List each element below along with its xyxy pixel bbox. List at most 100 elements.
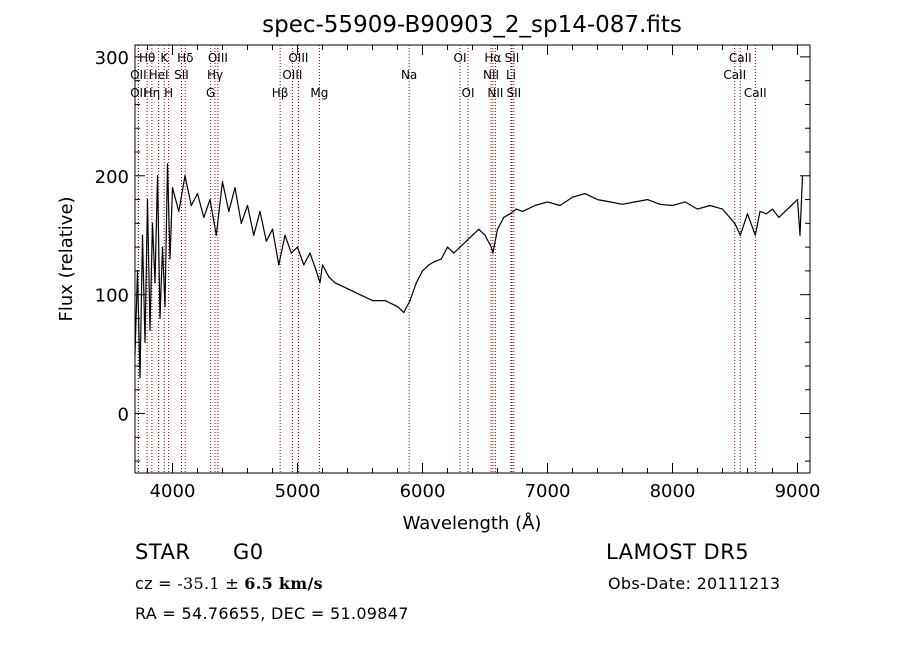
flux-point — [739, 234, 741, 236]
object-class: STAR — [135, 540, 191, 564]
flux-point — [151, 222, 154, 224]
x-tick-label: 5000 — [275, 481, 321, 502]
flux-point — [334, 282, 336, 284]
flux-point — [659, 203, 661, 205]
obs-date: Obs-Date: 20111213 — [608, 574, 781, 593]
flux-point — [459, 246, 461, 248]
flux-point — [169, 258, 171, 260]
flux-line — [134, 163, 804, 379]
flux-point — [271, 228, 274, 230]
cz-error: 6.5 — [244, 574, 274, 593]
spectral-line-label: OI — [462, 86, 475, 100]
flux-point — [284, 234, 286, 236]
cz-unit: km/s — [273, 574, 323, 593]
flux-point — [465, 240, 467, 242]
flux-point — [240, 222, 242, 224]
x-tick-label: 4000 — [150, 481, 196, 502]
flux-point — [396, 305, 399, 308]
flux-point — [371, 300, 374, 302]
flux-point — [534, 204, 536, 207]
flux-point — [215, 234, 217, 236]
flux-point — [253, 234, 255, 236]
flux-point — [515, 208, 517, 210]
flux-point — [144, 341, 146, 343]
y-tick-label: 0 — [118, 405, 129, 426]
flux-point — [484, 234, 486, 236]
spectral-line-markers — [137, 45, 756, 473]
spectral-line-label: SII — [174, 68, 189, 82]
flux-point — [166, 163, 169, 165]
cz-pm: ± — [219, 574, 245, 593]
flux-point — [309, 252, 311, 254]
flux-point — [784, 210, 786, 213]
x-tick-label: 9000 — [775, 481, 821, 502]
spectral-line-label: Hβ — [272, 86, 289, 100]
flux-point — [228, 210, 230, 213]
spectral-line-label: OIII — [208, 51, 228, 65]
flux-point — [684, 201, 686, 203]
spectral-line-label: NII — [487, 86, 503, 100]
spectral-line-label: CaII — [723, 68, 746, 82]
flux-point — [771, 208, 774, 210]
flux-point — [190, 204, 192, 207]
flux-point — [421, 270, 424, 272]
flux-point — [221, 181, 224, 183]
spectral-line-label: HeI — [149, 68, 169, 82]
flux-point — [790, 204, 792, 207]
flux-point — [384, 300, 386, 302]
spectral-line-label: Na — [401, 68, 417, 82]
y-axis-label: Flux (relative) — [56, 196, 77, 321]
flux-point — [765, 213, 767, 215]
spectral-line-label: CaII — [744, 86, 767, 100]
spectral-line-label: Li — [506, 68, 516, 82]
spectral-line-label: SII — [507, 86, 522, 100]
flux-point — [796, 198, 799, 201]
flux-point — [634, 201, 636, 203]
flux-point — [746, 213, 749, 215]
flux-point — [492, 252, 494, 254]
flux-point — [328, 276, 330, 278]
flux-point — [609, 201, 611, 203]
flux-point — [778, 216, 780, 218]
flux-point — [759, 210, 761, 213]
flux-point — [156, 175, 159, 177]
flux-point — [490, 246, 492, 248]
x-tick-label: 7000 — [525, 481, 571, 502]
flux-point — [321, 264, 324, 266]
spectral-line-label: CaII — [729, 51, 752, 65]
chart-title: spec-55909-B90903_2_sp14-087.fits — [262, 12, 682, 38]
flux-point — [671, 204, 674, 207]
flux-point — [359, 294, 361, 296]
flux-point — [546, 201, 549, 203]
flux-point — [799, 234, 801, 236]
spectral-line-label: OII — [130, 86, 147, 100]
plot-frame — [134, 44, 811, 474]
flux-point — [709, 204, 711, 207]
x-tick-label: 6000 — [400, 481, 446, 502]
flux-point — [471, 234, 474, 236]
flux-point — [478, 228, 480, 230]
spectral-line-label: K — [160, 51, 169, 65]
y-tick-label: 300 — [95, 48, 129, 69]
flux-point — [146, 198, 149, 201]
flux-point — [319, 282, 321, 284]
spectral-line-label: OIII — [288, 51, 308, 65]
flux-point — [203, 216, 205, 218]
spectral-line-label: OII — [130, 68, 147, 82]
flux-point — [621, 203, 624, 205]
flux-point — [171, 187, 174, 189]
flux-point — [559, 204, 561, 207]
spectral-line-label: G — [206, 86, 215, 100]
flux-point — [265, 240, 267, 242]
flux-point — [290, 252, 292, 254]
flux-point — [346, 288, 349, 290]
survey-name: LAMOST DR5 — [606, 540, 750, 564]
flux-point — [503, 216, 505, 218]
spectral-line-label: Hδ — [177, 51, 193, 65]
flux-point — [209, 198, 211, 201]
flux-point — [164, 305, 166, 308]
spectral-line-label: OI — [454, 51, 467, 65]
redshift-line: cz = -35.1 ± 6.5 km/s — [135, 574, 323, 593]
